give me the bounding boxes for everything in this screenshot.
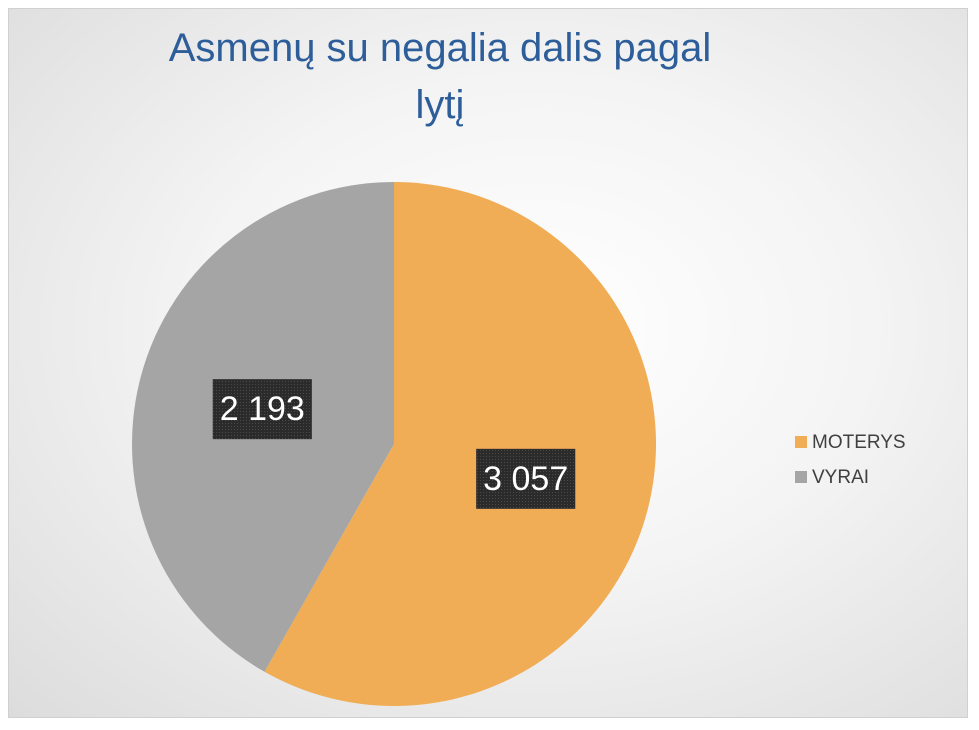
legend-label: MOTERYS xyxy=(812,432,906,453)
pie-slice xyxy=(264,182,656,706)
legend-swatch xyxy=(795,471,807,483)
legend-label: VYRAI xyxy=(812,467,869,488)
chart-title: Asmenų su negalia dalis pagal lytį xyxy=(168,26,712,127)
data-label-box xyxy=(476,448,576,509)
data-label: 3 057 xyxy=(483,460,568,498)
legend-swatch xyxy=(795,436,807,448)
data-label: 2 193 xyxy=(220,390,305,428)
data-label-box xyxy=(212,379,312,440)
